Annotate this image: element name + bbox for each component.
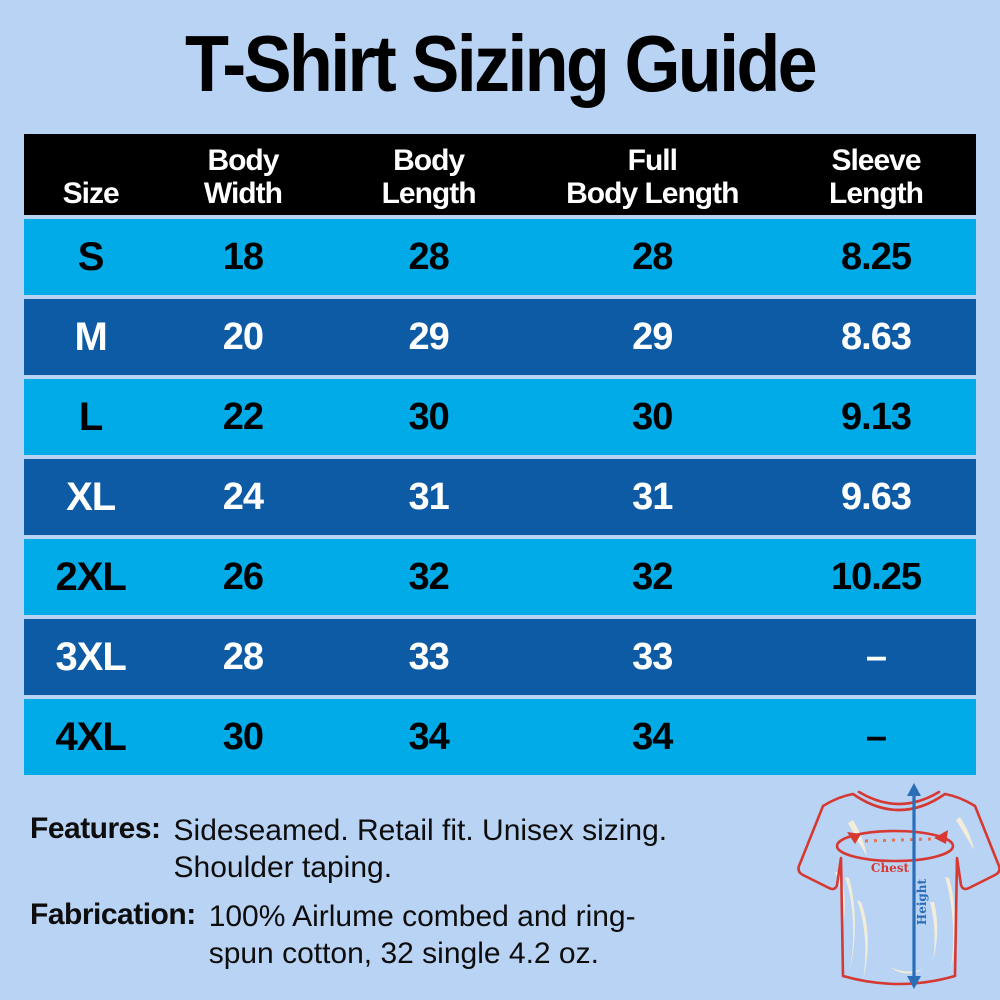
cell-body-length: 31 bbox=[408, 475, 449, 518]
table-row-l: L 22 30 30 9.13 bbox=[24, 379, 976, 455]
cell-body-length: 29 bbox=[408, 315, 449, 358]
cell-size: S bbox=[77, 234, 105, 279]
table-row-m: M 20 29 29 8.63 bbox=[24, 299, 976, 375]
cell-size: 2XL bbox=[55, 554, 126, 599]
cell-body-length: 32 bbox=[408, 555, 449, 598]
chest-measure-arrow: Chest bbox=[835, 829, 955, 875]
fabrication-text-line2: spun cotton, 32 single 4.2 oz. bbox=[208, 937, 599, 970]
cell-sleeve-length: – bbox=[865, 635, 887, 678]
cell-sleeve-length: 8.63 bbox=[841, 315, 912, 358]
table-row-xl: XL 24 31 31 9.63 bbox=[24, 459, 976, 535]
cell-body-width: 28 bbox=[222, 635, 264, 678]
header-size: Size bbox=[62, 176, 120, 210]
cell-size: 4XL bbox=[55, 714, 126, 759]
features-block: Features: Sideseamed. Retail fit. Unisex… bbox=[30, 812, 667, 886]
cell-full-body-length: 30 bbox=[632, 395, 673, 438]
fabrication-text-line1: 100% Airlume combed and ring- bbox=[208, 900, 636, 933]
cell-body-length: 34 bbox=[408, 715, 449, 758]
fabrication-label: Fabrication: bbox=[30, 898, 196, 931]
fabrication-block: Fabrication: 100% Airlume combed and rin… bbox=[30, 898, 636, 972]
cell-sleeve-length: 8.25 bbox=[841, 235, 912, 278]
tshirt-outline bbox=[797, 790, 1000, 986]
cell-size: L bbox=[78, 394, 103, 439]
page-title: T-Shirt Sizing Guide bbox=[185, 19, 818, 108]
cell-full-body-length: 31 bbox=[632, 475, 673, 518]
cell-body-width: 20 bbox=[222, 315, 264, 358]
table-row-4xl: 4XL 30 34 34 – bbox=[24, 699, 976, 775]
height-measure-arrow: Height bbox=[907, 783, 929, 989]
cell-full-body-length: 29 bbox=[632, 315, 673, 358]
cell-full-body-length: 32 bbox=[632, 555, 673, 598]
cell-body-width: 30 bbox=[222, 715, 264, 758]
cell-full-body-length: 34 bbox=[632, 715, 673, 758]
cell-size: M bbox=[74, 314, 107, 359]
table-row-s: S 18 28 28 8.25 bbox=[24, 219, 976, 295]
header-sleeve-length: Sleeve Length bbox=[829, 144, 924, 210]
table-row-2xl: 2XL 26 32 32 10.25 bbox=[24, 539, 976, 615]
header-body-width: Body Width bbox=[203, 144, 283, 210]
tshirt-measurement-illustration: Chest Height bbox=[797, 783, 1000, 989]
cell-body-width: 26 bbox=[222, 555, 264, 598]
cell-sleeve-length: 10.25 bbox=[830, 555, 922, 598]
cell-size: 3XL bbox=[55, 634, 126, 679]
features-text-line2: Shoulder taping. bbox=[173, 851, 393, 884]
chest-label: Chest bbox=[871, 861, 910, 875]
cell-full-body-length: 33 bbox=[632, 635, 673, 678]
cell-body-length: 33 bbox=[408, 635, 449, 678]
cell-sleeve-length: – bbox=[865, 715, 887, 758]
cell-body-width: 18 bbox=[222, 235, 264, 278]
cell-body-width: 24 bbox=[222, 475, 264, 518]
features-text-line1: Sideseamed. Retail fit. Unisex sizing. bbox=[173, 814, 668, 847]
features-label: Features: bbox=[30, 812, 161, 845]
cell-sleeve-length: 9.63 bbox=[841, 475, 912, 518]
header-full-body-length: Full Body Length bbox=[566, 144, 739, 210]
height-label: Height bbox=[915, 878, 929, 925]
cell-full-body-length: 28 bbox=[632, 235, 673, 278]
cell-size: XL bbox=[66, 474, 116, 519]
cell-body-width: 22 bbox=[222, 395, 264, 438]
header-body-length: Body Length bbox=[381, 144, 477, 210]
sizing-table: Size Body Width Body Length Full Body Lengt… bbox=[24, 134, 976, 775]
cell-sleeve-length: 9.13 bbox=[841, 395, 912, 438]
table-row-3xl: 3XL 28 33 33 – bbox=[24, 619, 976, 695]
table-header-row: Size Body Width Body Length Full Body Lengt… bbox=[24, 134, 976, 215]
cell-body-length: 30 bbox=[408, 395, 449, 438]
cell-body-length: 28 bbox=[408, 235, 449, 278]
collar-inner-line bbox=[857, 790, 941, 806]
